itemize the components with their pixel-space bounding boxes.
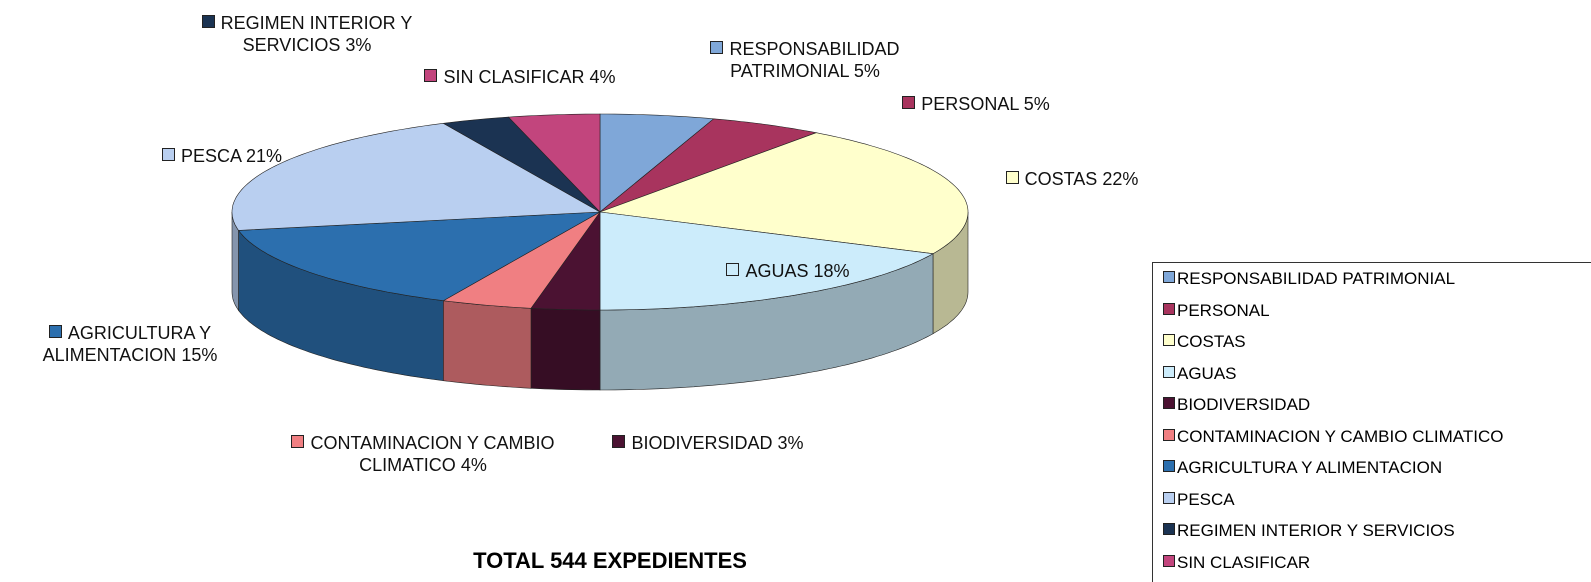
label-value: 5% [1023,94,1050,114]
legend-swatch [1163,365,1175,378]
label-value: 15% [181,345,218,365]
legend-swatch [1163,491,1175,504]
legend-label: CONTAMINACION Y CAMBIO CLIMATICO [1177,426,1504,446]
data-label: AGRICULTURA Y ALIMENTACION 15% [10,322,250,366]
legend-entry: AGRICULTURA Y ALIMENTACION [1163,458,1442,478]
legend-entry: PERSONAL [1163,301,1270,321]
label-swatch [710,41,724,54]
label-category: PESCA [180,146,241,166]
legend-label: AGUAS [1177,363,1237,383]
legend-swatch [1163,460,1175,472]
slice [599,118,818,213]
legend-label: SIN CLASIFICAR [1177,552,1311,572]
label-value: 18% [813,261,850,281]
label-swatch [291,435,305,448]
slice-side [443,300,532,389]
legend-entry: PESCA [1163,490,1235,510]
label-swatch [201,15,215,28]
label-swatch [48,325,62,338]
legend-entry: REGIMEN INTERIOR Y SERVICIOS [1163,521,1455,541]
legend-label: RESPONSABILIDAD PATRIMONIAL [1177,269,1456,288]
label-category: SIN CLASIFICAR [443,67,585,87]
label-swatch [1005,171,1019,184]
slice [507,113,601,213]
label-value: 5% [853,61,880,81]
label-category: BIODIVERSIDAD [631,433,773,453]
label-category: PERSONAL [921,94,1019,114]
label-category: AGUAS [745,261,809,281]
label-value: 3% [777,433,804,453]
legend-swatch [1163,523,1175,535]
legend: RESPONSABILIDAD PATRIMONIAL PERSONAL COSTA… [1152,262,1591,582]
label-value: 3% [345,35,372,55]
chart-title: TOTAL 544 EXPEDIENTES [473,548,747,573]
data-label: BIODIVERSIDAD 3% [588,432,828,454]
slice [231,122,602,231]
data-label: AGUAS 18% [688,260,888,282]
label-category: RESPONSABILIDAD PATRIMONIAL [729,39,900,81]
slice [442,211,601,309]
legend-entry: BIODIVERSIDAD [1163,395,1310,415]
label-value: 4% [589,67,616,87]
data-label: COSTAS 22% [972,168,1172,190]
slice-side [530,307,601,391]
legend-label: AGRICULTURA Y ALIMENTACION [1177,458,1443,477]
legend-label: COSTAS [1177,332,1246,351]
legend-label: PERSONAL [1177,300,1270,320]
slice [599,113,715,213]
legend-swatch [1163,554,1175,567]
legend-swatch [1163,334,1175,346]
data-label: REGIMEN INTERIOR Y SERVICIOS 3% [172,12,442,56]
legend-swatch [1163,271,1175,283]
legend-entry: AGUAS [1163,364,1237,384]
label-value: 22% [1102,169,1139,189]
slice [237,211,601,302]
legend-label: PESCA [1177,489,1235,509]
label-category: AGRICULTURA Y ALIMENTACION [42,323,212,365]
label-swatch [726,263,740,276]
label-value: 4% [460,455,487,475]
label-swatch [161,148,175,161]
label-category: REGIMEN INTERIOR Y SERVICIOS [220,13,413,55]
label-category: CONTAMINACION Y CAMBIO CLIMATICO [310,433,555,475]
legend-swatch [1163,397,1175,409]
data-label: CONTAMINACION Y CAMBIO CLIMATICO 4% [258,432,588,476]
legend-entry: SIN CLASIFICAR [1163,553,1310,573]
legend-label: BIODIVERSIDAD [1177,395,1311,414]
data-label: PESCA 21% [142,145,302,167]
label-swatch [902,96,916,109]
legend-entry: CONTAMINACION Y CAMBIO CLIMATICO [1163,427,1504,447]
label-swatch [424,69,438,82]
slice [442,116,601,213]
data-label: RESPONSABILIDAD PATRIMONIAL 5% [690,38,920,82]
label-category: COSTAS [1024,169,1098,189]
legend-swatch [1163,428,1175,441]
label-value: 21% [246,146,283,166]
legend-label: REGIMEN INTERIOR Y SERVICIOS [1177,521,1455,540]
data-label: SIN CLASIFICAR 4% [400,66,640,88]
label-swatch [612,435,626,448]
slice [599,211,934,311]
data-label: PERSONAL 5% [876,93,1076,115]
legend-entry: COSTAS [1163,332,1246,352]
legend-entry: RESPONSABILIDAD PATRIMONIAL [1163,269,1455,289]
legend-swatch [1163,302,1175,315]
